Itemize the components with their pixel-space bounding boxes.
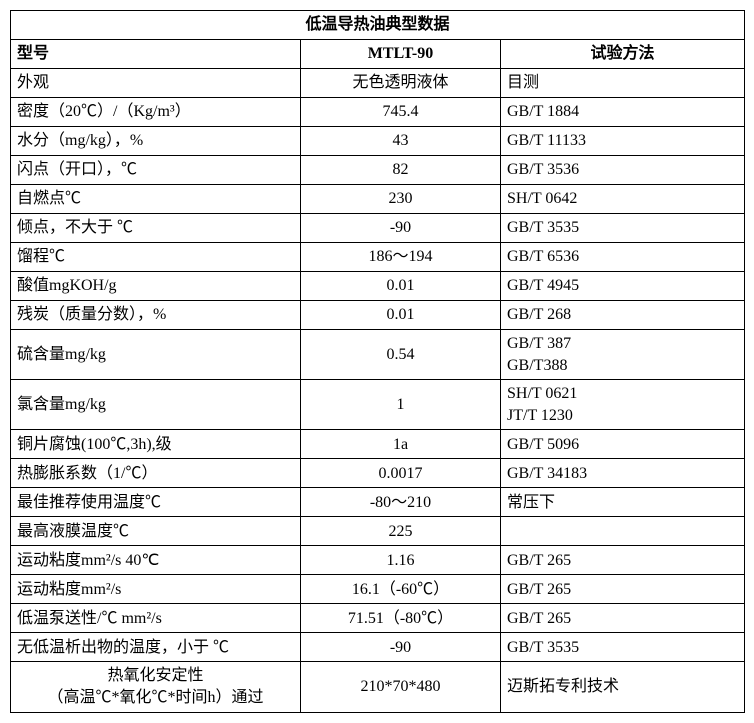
method-cell [501, 517, 745, 546]
method-cell: 目测 [501, 69, 745, 98]
property-cell: 最高液膜温度℃ [11, 517, 301, 546]
method-cell: GB/T 3535 [501, 633, 745, 662]
property-cell: 运动粘度mm²/s 40℃ [11, 546, 301, 575]
table-row: 闪点（开口），℃82GB/T 3536 [11, 156, 745, 185]
method-cell: GB/T 265 [501, 546, 745, 575]
table-row: 外观无色透明液体目测 [11, 69, 745, 98]
value-cell: 71.51（-80℃） [301, 604, 501, 633]
value-cell: 0.54 [301, 330, 501, 380]
value-cell: 225 [301, 517, 501, 546]
property-cell: 外观 [11, 69, 301, 98]
data-table: 低温导热油典型数据 型号 MTLT-90 试验方法 外观无色透明液体目测密度（2… [10, 10, 745, 713]
property-cell: 无低温析出物的温度，小于 ℃ [11, 633, 301, 662]
property-cell: 热膨胀系数（1/℃） [11, 459, 301, 488]
property-cell: 铜片腐蚀(100℃,3h),级 [11, 430, 301, 459]
value-cell: -80～210 [301, 488, 501, 517]
table-row: 最高液膜温度℃225 [11, 517, 745, 546]
table-row: 热膨胀系数（1/℃）0.0017GB/T 34183 [11, 459, 745, 488]
table-row: 倾点，不大于 ℃-90GB/T 3535 [11, 214, 745, 243]
value-cell: 82 [301, 156, 501, 185]
property-cell: 氯含量mg/kg [11, 380, 301, 430]
table-row: 运动粘度mm²/s 40℃1.16GB/T 265 [11, 546, 745, 575]
table-row: 水分（mg/kg），%43GB/T 11133 [11, 127, 745, 156]
header-property: 型号 [11, 40, 301, 69]
value-cell: 186～194 [301, 243, 501, 272]
table-row: 氯含量mg/kg1SH/T 0621 JT/T 1230 [11, 380, 745, 430]
value-cell: 210*70*480 [301, 662, 501, 712]
method-cell: GB/T 11133 [501, 127, 745, 156]
table-row: 馏程℃186～194GB/T 6536 [11, 243, 745, 272]
table-row: 酸值mgKOH/g0.01GB/T 4945 [11, 272, 745, 301]
table-row: 无低温析出物的温度，小于 ℃-90GB/T 3535 [11, 633, 745, 662]
property-cell: 最佳推荐使用温度℃ [11, 488, 301, 517]
property-cell: 残炭（质量分数），% [11, 301, 301, 330]
title-row: 低温导热油典型数据 [11, 11, 745, 40]
value-cell: 745.4 [301, 98, 501, 127]
method-cell: GB/T 3535 [501, 214, 745, 243]
property-cell: 密度（20℃）/（Kg/m³） [11, 98, 301, 127]
value-cell: -90 [301, 633, 501, 662]
property-cell: 低温泵送性/℃ mm²/s [11, 604, 301, 633]
method-cell: SH/T 0621 JT/T 1230 [501, 380, 745, 430]
header-row: 型号 MTLT-90 试验方法 [11, 40, 745, 69]
method-cell: GB/T 4945 [501, 272, 745, 301]
property-cell: 自燃点℃ [11, 185, 301, 214]
property-cell: 硫含量mg/kg [11, 330, 301, 380]
property-cell: 酸值mgKOH/g [11, 272, 301, 301]
method-cell: GB/T 6536 [501, 243, 745, 272]
header-value: MTLT-90 [301, 40, 501, 69]
value-cell: 0.0017 [301, 459, 501, 488]
table-row: 残炭（质量分数），%0.01GB/T 268 [11, 301, 745, 330]
value-cell: 0.01 [301, 301, 501, 330]
property-cell: 热氧化安定性 （高温℃*氧化℃*时间h）通过 [11, 662, 301, 712]
value-cell: 1.16 [301, 546, 501, 575]
header-method: 试验方法 [501, 40, 745, 69]
table-row: 铜片腐蚀(100℃,3h),级1aGB/T 5096 [11, 430, 745, 459]
method-cell: 迈斯拓专利技术 [501, 662, 745, 712]
property-cell: 闪点（开口），℃ [11, 156, 301, 185]
value-cell: 43 [301, 127, 501, 156]
value-cell: 230 [301, 185, 501, 214]
property-cell: 馏程℃ [11, 243, 301, 272]
value-cell: -90 [301, 214, 501, 243]
value-cell: 16.1（-60℃） [301, 575, 501, 604]
method-cell: GB/T 268 [501, 301, 745, 330]
table-row: 自燃点℃230SH/T 0642 [11, 185, 745, 214]
method-cell: GB/T 265 [501, 575, 745, 604]
method-cell: GB/T 387 GB/T388 [501, 330, 745, 380]
method-cell: 常压下 [501, 488, 745, 517]
table-row: 低温泵送性/℃ mm²/s71.51（-80℃）GB/T 265 [11, 604, 745, 633]
table-row: 密度（20℃）/（Kg/m³）745.4GB/T 1884 [11, 98, 745, 127]
method-cell: SH/T 0642 [501, 185, 745, 214]
value-cell: 0.01 [301, 272, 501, 301]
table-row: 硫含量mg/kg0.54GB/T 387 GB/T388 [11, 330, 745, 380]
table-row: 最佳推荐使用温度℃-80～210常压下 [11, 488, 745, 517]
method-cell: GB/T 265 [501, 604, 745, 633]
value-cell: 无色透明液体 [301, 69, 501, 98]
property-cell: 倾点，不大于 ℃ [11, 214, 301, 243]
method-cell: GB/T 34183 [501, 459, 745, 488]
table-row: 热氧化安定性 （高温℃*氧化℃*时间h）通过210*70*480迈斯拓专利技术 [11, 662, 745, 712]
value-cell: 1a [301, 430, 501, 459]
property-cell: 运动粘度mm²/s [11, 575, 301, 604]
value-cell: 1 [301, 380, 501, 430]
method-cell: GB/T 3536 [501, 156, 745, 185]
property-cell: 水分（mg/kg），% [11, 127, 301, 156]
method-cell: GB/T 5096 [501, 430, 745, 459]
table-row: 运动粘度mm²/s16.1（-60℃）GB/T 265 [11, 575, 745, 604]
table-title: 低温导热油典型数据 [11, 11, 745, 40]
method-cell: GB/T 1884 [501, 98, 745, 127]
